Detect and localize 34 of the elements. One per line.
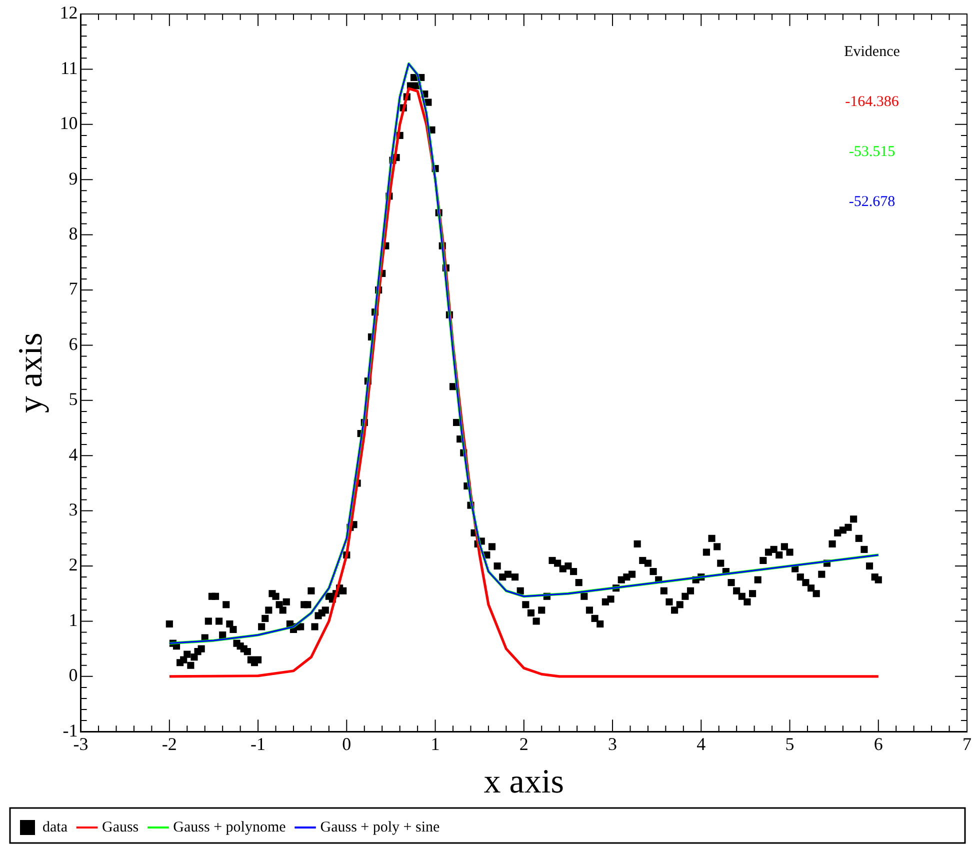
y-tick-label: 11	[60, 58, 78, 78]
y-tick-label: -1	[62, 720, 78, 740]
y-tick-label: 7	[68, 278, 78, 299]
x-tick-label: 7	[962, 734, 972, 754]
x-axis-title: x axis	[484, 764, 564, 801]
y-tick-label: 6	[68, 334, 78, 354]
annotation: Evidence	[844, 44, 900, 60]
legend-label: Gauss + poly + sine	[320, 819, 440, 836]
y-tick-label: 5	[68, 389, 78, 410]
y-tick-label: 8	[68, 224, 78, 244]
annotation: -164.386	[845, 94, 900, 110]
x-tick-label: -2	[162, 734, 177, 754]
legend-label: data	[42, 819, 68, 836]
y-tick-label: 1	[68, 610, 78, 630]
x-tick-label: 4	[696, 734, 706, 754]
legend-label: Gauss + polynome	[173, 819, 286, 836]
legend-label: Gauss	[102, 819, 139, 836]
x-tick-label: 1	[430, 734, 440, 754]
x-tick-label: 5	[785, 734, 794, 754]
annotation: -53.515	[848, 144, 896, 160]
x-tick-label: 2	[519, 734, 528, 754]
y-tick-label: 9	[68, 168, 78, 188]
y-tick-label: 10	[60, 113, 78, 134]
y-axis-title: y axis	[12, 332, 50, 413]
x-tick-label: 3	[608, 734, 618, 754]
y-tick-label: 3	[68, 500, 78, 520]
annotation: -52.678	[848, 194, 896, 210]
y-tick-label: 0	[68, 665, 78, 686]
x-tick-label: -1	[250, 734, 266, 754]
y-tick-label: 4	[68, 444, 78, 464]
y-tick-label: 12	[60, 2, 78, 23]
y-tick-label: 2	[68, 554, 78, 575]
x-tick-label: 0	[342, 734, 352, 754]
x-tick-label: 6	[874, 734, 883, 754]
